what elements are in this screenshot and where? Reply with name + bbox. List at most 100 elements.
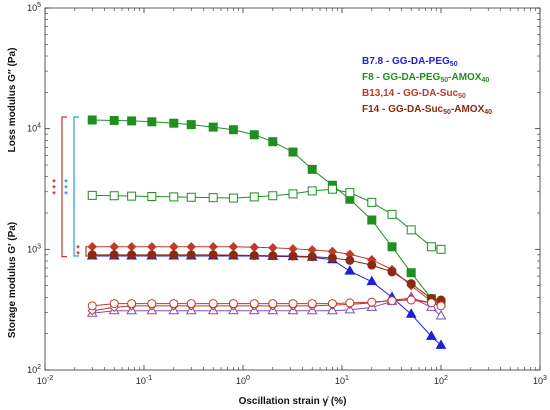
circle-marker: [109, 250, 119, 260]
triangle-marker: [435, 310, 447, 320]
significance-star: *: [76, 249, 80, 259]
circle-marker: [288, 299, 298, 309]
square-marker: [406, 268, 416, 278]
legend-entry: F14 - GG-DA-Suc50-AMOX40: [362, 104, 492, 116]
y-tick-label: 103: [27, 243, 41, 254]
square-marker: [169, 118, 179, 128]
square-marker: [268, 191, 278, 201]
circle-marker: [109, 299, 119, 309]
circle-marker: [249, 299, 259, 309]
square-marker: [307, 186, 317, 196]
square-marker: [345, 188, 355, 198]
circle-marker: [387, 296, 397, 306]
square-marker: [127, 191, 137, 201]
square-marker: [367, 197, 377, 207]
legend: B7.8 - GG-DA-PEG50 F8 - GG-DA-PEG50-AMOX4…: [355, 50, 505, 120]
x-tick-label: 10-2: [37, 375, 53, 386]
x-tick-label: 101: [335, 375, 349, 386]
square-marker: [406, 225, 416, 235]
y-tick-label: 102: [27, 364, 41, 375]
legend-box: [355, 50, 505, 120]
square-marker: [367, 215, 377, 225]
square-marker: [147, 192, 157, 202]
square-marker: [186, 192, 196, 202]
circle-marker: [307, 299, 317, 309]
x-tick-label: 10-1: [136, 375, 152, 386]
square-marker: [208, 193, 218, 203]
circle-marker: [288, 251, 298, 261]
circle-marker: [228, 299, 238, 309]
square-marker: [288, 147, 298, 157]
circle-marker: [367, 260, 377, 270]
significance-star: *: [64, 177, 68, 187]
square-marker: [327, 184, 337, 194]
significance-bracket: [61, 116, 67, 258]
square-marker: [169, 192, 179, 202]
square-marker: [87, 115, 97, 125]
x-tick-label: 100: [236, 375, 250, 386]
square-marker: [268, 137, 278, 147]
series-circle-storage: [87, 250, 446, 305]
circle-marker: [345, 298, 355, 308]
circle-marker: [268, 251, 278, 261]
significance-brackets: ********: [52, 116, 91, 259]
circle-marker: [268, 299, 278, 309]
square-marker: [307, 164, 317, 174]
plot-axes: 10-2 10-1 100 101 102 103 102 103 104 105: [27, 2, 547, 386]
x-tick-label: 102: [434, 375, 448, 386]
circle-marker: [307, 252, 317, 262]
square-marker: [109, 191, 119, 201]
circle-marker: [436, 301, 446, 311]
circle-marker: [186, 299, 196, 309]
significance-star: *: [64, 189, 68, 199]
square-marker: [436, 244, 446, 254]
square-marker: [387, 242, 397, 252]
triangle-marker: [366, 275, 378, 286]
y-axis-label-storage: Storage modulus G′ (Pa): [7, 222, 18, 338]
circle-marker: [87, 301, 97, 311]
plot-frame: [44, 7, 541, 371]
significance-star: *: [52, 183, 56, 193]
circle-marker: [87, 250, 97, 260]
circle-marker: [249, 250, 259, 260]
circle-marker: [387, 267, 397, 277]
triangle-marker: [426, 330, 437, 340]
circle-marker: [327, 253, 337, 263]
series-square-loss: [87, 184, 446, 254]
circle-marker: [406, 295, 416, 305]
square-marker: [249, 130, 259, 140]
significance-star: *: [64, 183, 68, 193]
square-marker: [109, 115, 119, 125]
legend-entry: F8 - GG-DA-PEG50-AMOX40: [362, 72, 489, 84]
x-axis-label: Oscillation strain γ̇ (%): [239, 396, 347, 407]
y-tick-label: 104: [27, 123, 41, 134]
square-marker: [208, 122, 218, 132]
square-marker: [249, 192, 259, 202]
circle-marker: [147, 299, 157, 309]
square-marker: [288, 189, 298, 199]
significance-star: *: [52, 177, 56, 187]
y-axis-label-loss: Loss modulus G″ (Pa): [7, 48, 18, 153]
square-marker: [426, 242, 436, 252]
circle-marker: [127, 299, 137, 309]
circle-marker: [345, 255, 355, 265]
circle-marker: [228, 250, 238, 260]
triangle-marker: [344, 265, 356, 275]
circle-marker: [169, 250, 179, 260]
circle-marker: [426, 298, 436, 308]
circle-marker: [186, 250, 196, 260]
circle-marker: [406, 279, 416, 289]
circle-marker: [208, 250, 218, 260]
circle-marker: [208, 299, 218, 309]
series-layer: [86, 115, 447, 349]
circle-marker: [327, 299, 337, 309]
circle-marker: [169, 299, 179, 309]
circle-marker: [127, 250, 137, 260]
triangle-marker: [435, 339, 447, 349]
square-marker: [228, 125, 238, 135]
legend-entry: B13,14 - GG-DA-Suc50: [362, 88, 466, 100]
square-marker: [387, 209, 397, 219]
square-marker: [228, 193, 238, 203]
square-marker: [127, 116, 137, 126]
square-marker: [186, 120, 196, 130]
